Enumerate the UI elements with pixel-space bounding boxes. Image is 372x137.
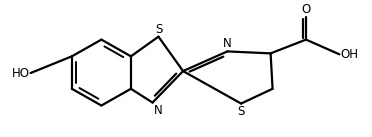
Text: N: N <box>223 37 232 50</box>
Text: S: S <box>237 105 245 118</box>
Text: S: S <box>155 23 162 36</box>
Text: O: O <box>301 3 311 16</box>
Text: N: N <box>154 104 162 117</box>
Text: HO: HO <box>12 67 30 80</box>
Text: OH: OH <box>340 48 359 61</box>
